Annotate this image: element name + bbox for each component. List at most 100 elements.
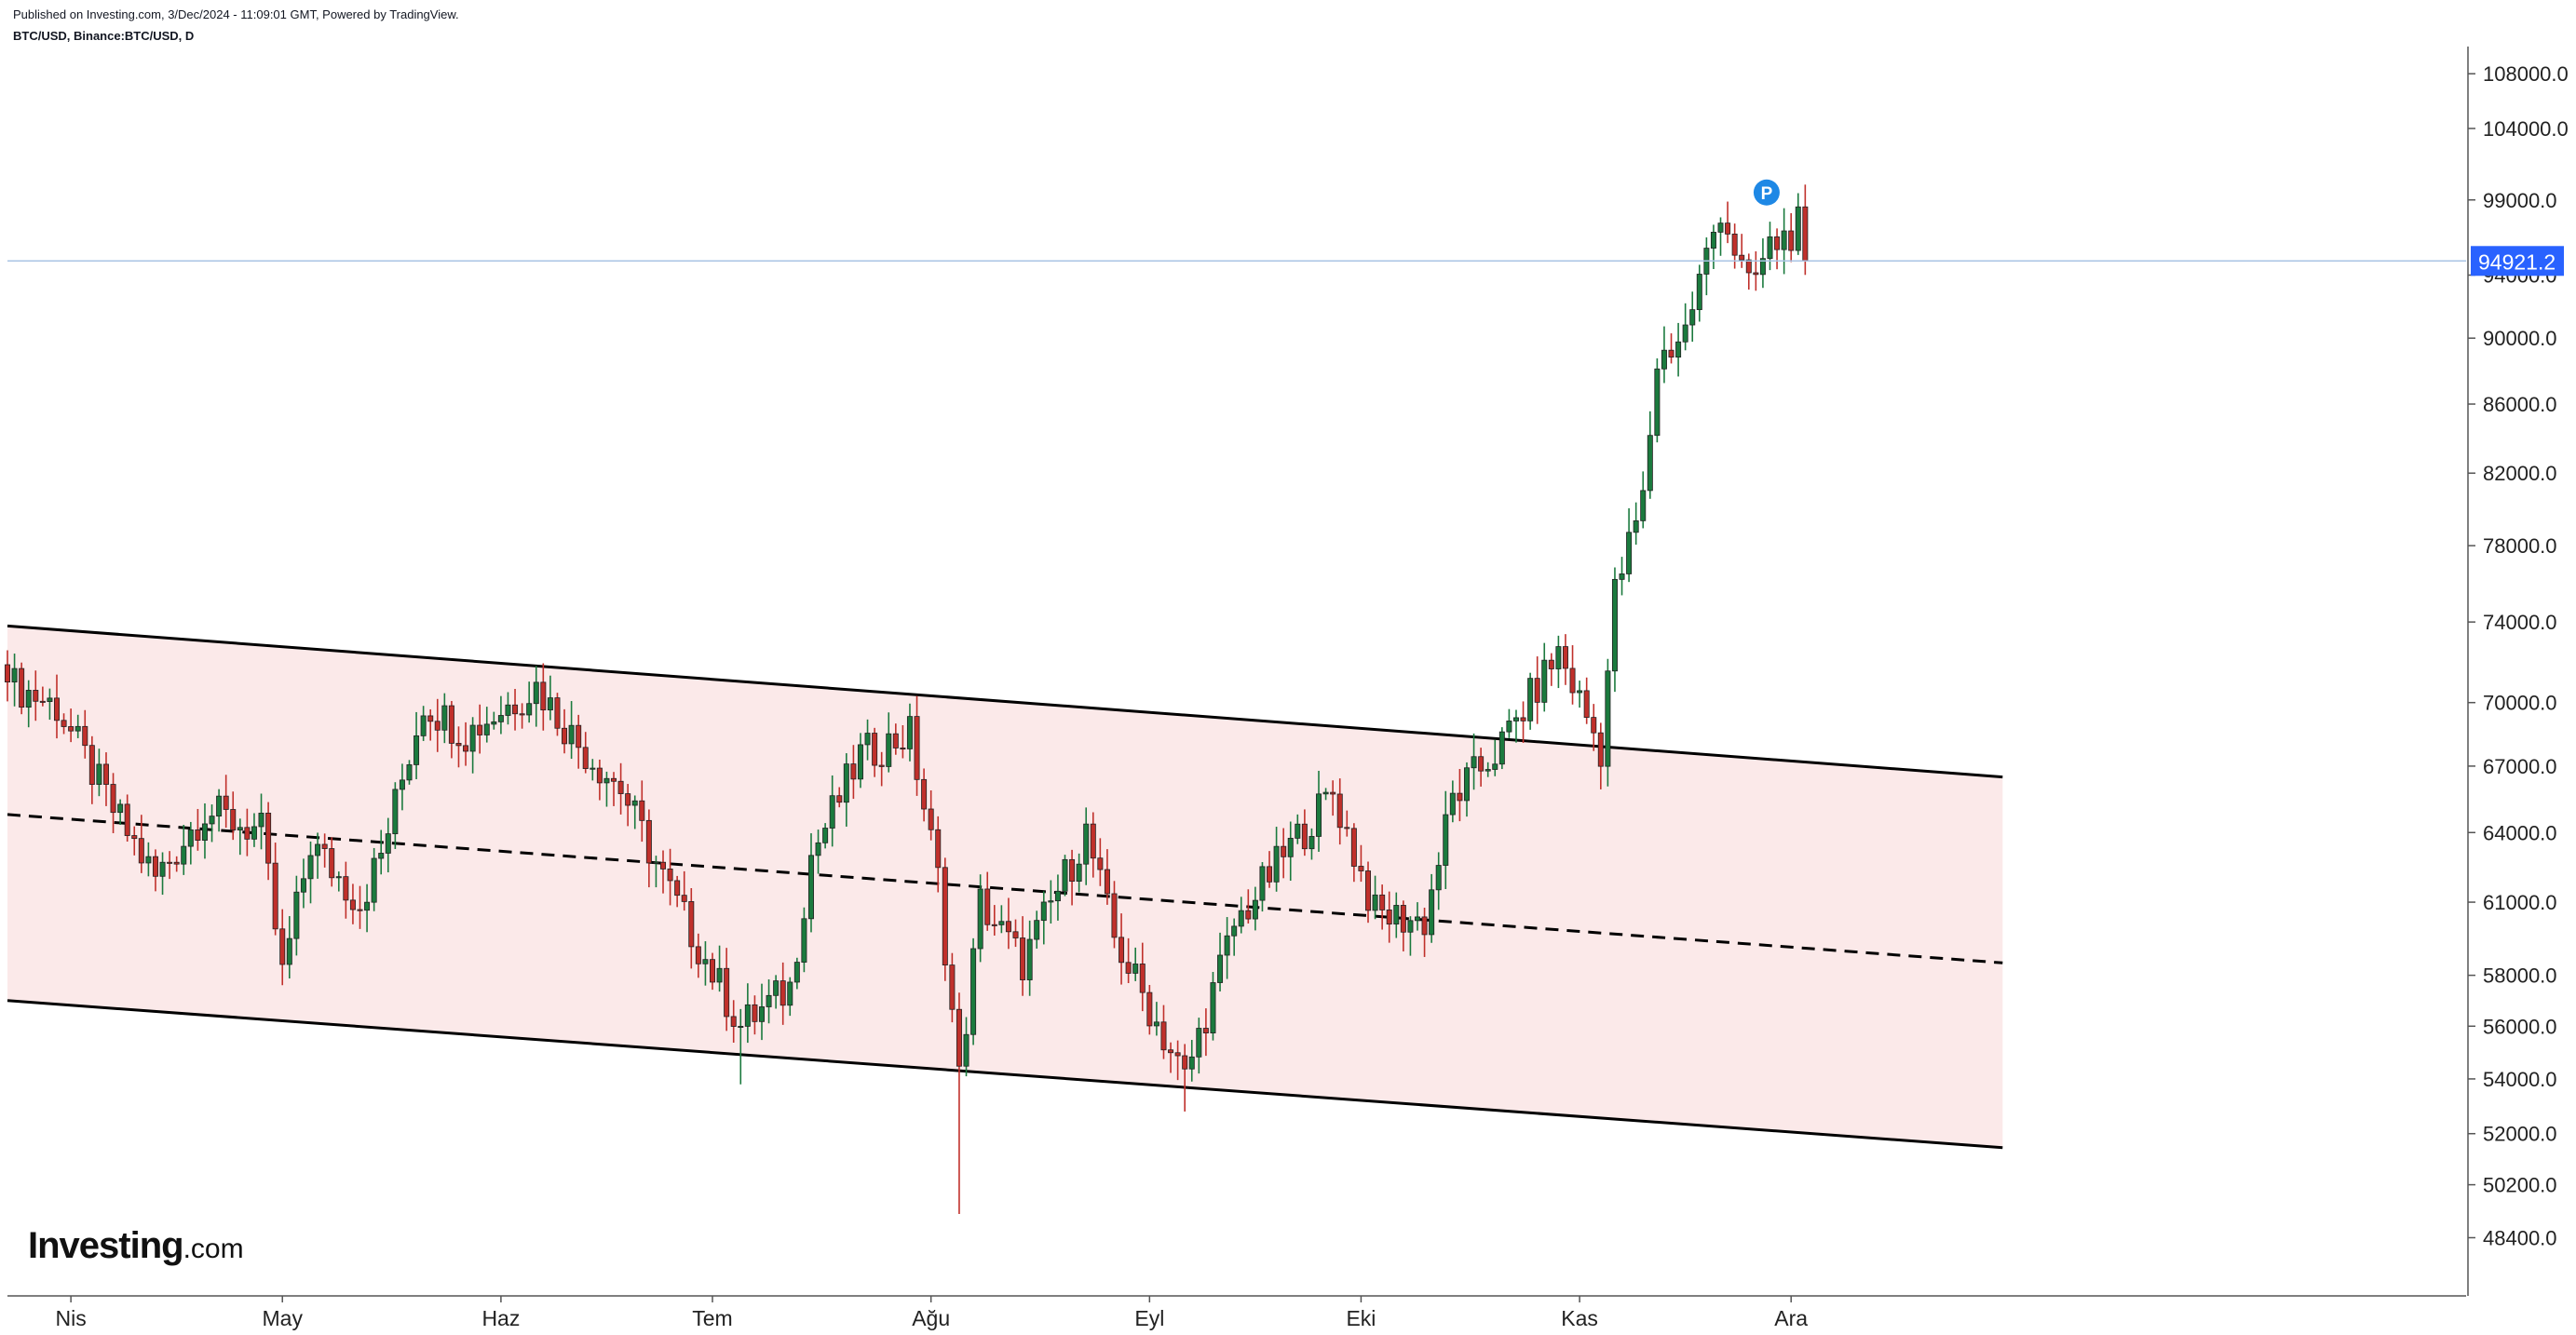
candle-body <box>1316 793 1322 837</box>
candle <box>307 841 314 904</box>
candle-body <box>286 937 292 965</box>
candle <box>1267 851 1273 888</box>
channel-upper-line[interactable] <box>7 624 2003 779</box>
price-tick-label: 70000.0 <box>2483 692 2557 715</box>
price-tick-label: 56000.0 <box>2483 1015 2557 1038</box>
candle-body <box>195 829 201 841</box>
candle <box>1125 937 1132 984</box>
candle <box>39 686 46 707</box>
candle-body <box>469 724 476 752</box>
candle-body <box>505 704 511 716</box>
candle <box>1753 250 1759 291</box>
candle-body <box>716 967 723 983</box>
candle-body <box>942 867 948 966</box>
candle-body <box>1012 931 1019 938</box>
candle <box>201 802 208 859</box>
candle-body <box>88 745 95 785</box>
candle <box>829 775 835 847</box>
candle <box>1443 790 1449 889</box>
candle-body <box>1365 870 1372 911</box>
time-tick-label: Ağu <box>912 1306 950 1330</box>
candle <box>724 948 730 1032</box>
candle <box>611 772 617 806</box>
candle <box>1139 942 1146 1012</box>
candle-body <box>617 780 624 794</box>
candle <box>1336 778 1343 845</box>
candle-body <box>1725 222 1731 235</box>
candle <box>131 826 138 856</box>
candle <box>1548 653 1554 686</box>
channel-lower-line[interactable] <box>7 999 2003 1150</box>
candle-body <box>780 980 786 1006</box>
candle-body <box>653 861 659 864</box>
candle-body <box>497 715 504 722</box>
candle-body <box>102 763 109 785</box>
candle <box>1012 919 1019 948</box>
candle-body <box>1407 920 1414 933</box>
candle <box>928 790 934 841</box>
candle <box>1739 234 1745 268</box>
candle <box>942 857 948 981</box>
candle <box>230 791 237 841</box>
candle-body <box>1182 1055 1188 1070</box>
candle-body <box>477 724 483 735</box>
candle <box>1555 635 1562 689</box>
candle <box>1415 902 1421 931</box>
candle <box>780 962 786 1025</box>
last-price-tag[interactable]: 94921.2 <box>2471 246 2564 276</box>
price-tick-label: 54000.0 <box>2483 1068 2557 1091</box>
candle <box>1119 913 1125 985</box>
candle-body <box>1661 349 1667 370</box>
candle <box>1562 634 1568 685</box>
candle <box>892 723 899 755</box>
marker-p[interactable]: P <box>1753 179 1780 206</box>
candle-body <box>681 895 687 902</box>
candle-body <box>710 959 716 983</box>
candle <box>730 1000 737 1044</box>
candle-body <box>329 848 335 879</box>
candle <box>1076 853 1082 893</box>
channel-middle-line[interactable] <box>7 813 2003 964</box>
candle <box>1168 1042 1174 1073</box>
candle <box>1188 1040 1195 1082</box>
candle-body <box>864 733 871 746</box>
candle-body <box>1125 962 1132 974</box>
candle-body <box>385 833 391 854</box>
candle <box>645 809 652 888</box>
candle <box>526 681 533 723</box>
candle-body <box>1788 230 1795 251</box>
candle <box>343 861 349 919</box>
candle-body <box>1040 901 1047 922</box>
candle <box>1745 253 1752 290</box>
time-axis[interactable]: Nis May Haz Tem Ağu Eyl Eki Kas Ara <box>7 1295 2466 1330</box>
candle-body <box>1534 678 1540 703</box>
candle <box>752 995 758 1035</box>
candle-body <box>145 856 152 864</box>
candle <box>773 975 780 1009</box>
candle <box>392 782 399 849</box>
candle-body <box>793 962 800 983</box>
candle-body <box>554 697 561 729</box>
candle <box>1506 708 1512 738</box>
candle-body <box>223 795 229 810</box>
candle-body <box>843 763 849 803</box>
candle <box>1703 237 1710 296</box>
candle <box>1788 212 1795 263</box>
candle <box>53 674 60 739</box>
price-tick-label: 64000.0 <box>2483 821 2557 844</box>
candle-body <box>562 727 568 745</box>
candle <box>582 732 589 774</box>
candle <box>1090 812 1096 878</box>
candle <box>1372 875 1378 920</box>
candle-body <box>1506 721 1512 733</box>
candle <box>1626 507 1633 583</box>
candle-body <box>1415 916 1421 922</box>
candle-body <box>1577 690 1583 694</box>
candle-body <box>906 716 913 749</box>
candle-body <box>1611 578 1618 672</box>
price-axis[interactable]: 108000.0104000.099000.094000.090000.0860… <box>2467 47 2569 1296</box>
candle-body <box>1259 866 1266 901</box>
candle-body <box>1689 309 1696 326</box>
candle <box>167 851 173 880</box>
